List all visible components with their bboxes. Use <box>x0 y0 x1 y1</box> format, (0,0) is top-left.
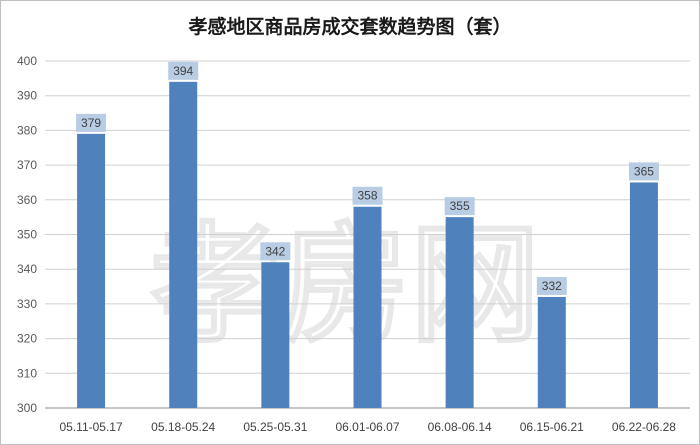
y-tick-label: 340 <box>17 262 37 276</box>
y-tick-label: 310 <box>17 366 37 380</box>
y-tick-label: 320 <box>17 332 37 346</box>
bar <box>629 182 658 408</box>
bar <box>261 262 290 408</box>
bar <box>77 133 106 408</box>
watermark-text: 孝房网 <box>150 209 540 361</box>
y-tick-label: 400 <box>17 54 37 68</box>
x-tick-label: 06.08-06.14 <box>428 420 492 434</box>
data-label-bg <box>628 162 659 181</box>
data-label-bg <box>76 113 107 132</box>
y-axis: 300 310 320 330 340 350 360 370 380 390 400 <box>17 54 37 415</box>
x-tick-label: 05.18-05.24 <box>151 420 215 434</box>
y-tick-label: 300 <box>17 401 37 415</box>
x-tick-label: 06.15-06.21 <box>520 420 584 434</box>
y-tick-label: 360 <box>17 193 37 207</box>
data-label: 358 <box>357 189 377 203</box>
data-label: 355 <box>450 199 470 213</box>
y-tick-label: 350 <box>17 228 37 242</box>
data-label: 342 <box>265 244 285 258</box>
x-tick-label: 05.25-05.31 <box>243 420 307 434</box>
data-label: 394 <box>173 64 193 78</box>
y-tick-label: 330 <box>17 297 37 311</box>
data-label-bg <box>168 61 199 80</box>
x-axis: 05.11-05.17 05.18-05.24 05.25-05.31 06.01-0… <box>59 420 676 434</box>
bar <box>353 206 382 408</box>
x-tick-label: 06.01-06.07 <box>335 420 399 434</box>
chart-title: 孝感地区商品房成交套数趋势图（套） <box>188 15 511 38</box>
x-tick-label: 06.22-06.28 <box>612 420 676 434</box>
data-label-bg <box>444 197 475 216</box>
data-label-bg <box>260 242 291 261</box>
bar <box>445 217 474 408</box>
bar <box>537 296 566 408</box>
x-tick-label: 05.11-05.17 <box>59 420 122 434</box>
y-tick-label: 380 <box>17 123 37 137</box>
data-label: 365 <box>634 164 654 178</box>
y-tick-label: 370 <box>17 158 37 172</box>
data-label-bg <box>536 276 567 295</box>
data-label-bg <box>352 186 383 205</box>
y-tick-label: 390 <box>17 89 37 103</box>
bars: 379 394 342 358 355 332 365 <box>76 61 659 408</box>
data-label: 379 <box>81 116 101 130</box>
bar <box>169 81 198 408</box>
data-label: 332 <box>542 279 562 293</box>
